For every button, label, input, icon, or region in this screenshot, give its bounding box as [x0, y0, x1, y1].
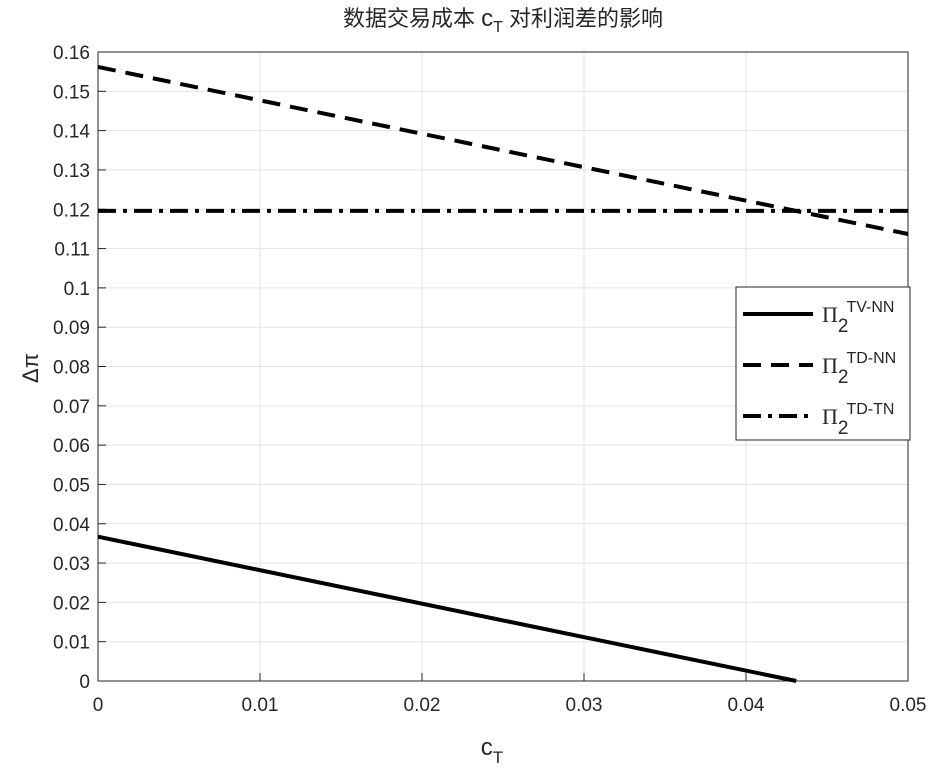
legend-superscript: TD-NN	[846, 350, 896, 367]
y-tick-label: 0.13	[53, 161, 90, 182]
title-text-after: 对利润差的影响	[509, 6, 663, 31]
y-tick-label: 0.12	[53, 200, 90, 221]
title-symbol: c	[481, 5, 493, 32]
legend-name: Π	[822, 353, 838, 378]
legend-label: Π2TV-NN	[822, 299, 894, 337]
title-subscript: T	[493, 19, 503, 36]
x-axis-label: cT	[481, 734, 503, 767]
x-tick-label: 0.01	[242, 695, 279, 716]
legend-subscript: 2	[838, 418, 849, 439]
y-tick-label: 0.07	[53, 397, 90, 418]
y-tick-label: 0.14	[53, 122, 90, 143]
y-tick-label: 0.1	[64, 279, 90, 300]
y-tick-label: 0.04	[53, 515, 90, 536]
x-label-symbol: c	[481, 734, 493, 761]
y-tick-label: 0	[79, 672, 90, 693]
legend-label: Π2TD-NN	[822, 350, 896, 388]
y-tick-label: 0.09	[53, 318, 90, 339]
legend-superscript: TD-TN	[846, 401, 894, 418]
legend-subscript: 2	[838, 367, 849, 388]
y-tick-label: 0.08	[53, 358, 90, 379]
line-series	[97, 534, 797, 683]
y-tick-label: 0.15	[53, 82, 90, 103]
y-tick-label: 0.02	[53, 593, 90, 614]
y-tick-label: 0.03	[53, 554, 90, 575]
legend-label: Π2TD-TN	[822, 401, 894, 439]
title-text: 数据交易成本	[343, 6, 475, 31]
x-tick-label: 0.04	[728, 695, 765, 716]
y-tick-label: 0.06	[53, 436, 90, 457]
x-tick-label: 0.02	[404, 695, 441, 716]
x-tick-label: 0	[93, 695, 104, 716]
x-label-subscript: T	[493, 748, 503, 767]
y-tick-label: 0.16	[53, 43, 90, 64]
y-tick-label: 0.01	[53, 633, 90, 654]
line-series	[97, 64, 909, 236]
chart-title: 数据交易成本 cT 对利润差的影响	[343, 5, 663, 36]
legend-subscript: 2	[838, 316, 849, 337]
legend-name: Π	[822, 302, 838, 327]
y-axis-label: Δπ	[18, 353, 43, 383]
y-tick-label: 0.05	[53, 475, 90, 496]
x-tick-label: 0.05	[890, 695, 927, 716]
y-tick-label: 0.11	[54, 240, 90, 261]
x-tick-label: 0.03	[566, 695, 603, 716]
legend-name: Π	[822, 404, 838, 429]
legend-superscript: TV-NN	[846, 299, 894, 316]
